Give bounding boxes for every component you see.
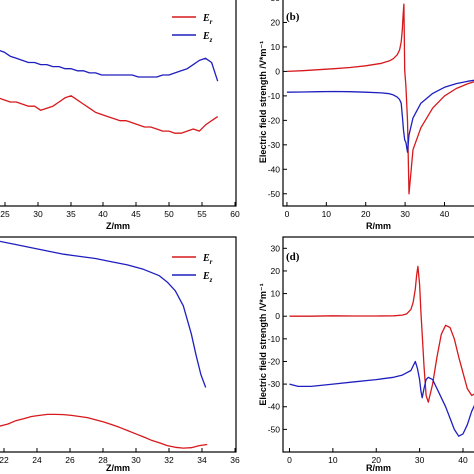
ez-series-line	[0, 240, 207, 388]
legend-entry: Er	[202, 253, 213, 266]
ez-series-line	[286, 79, 474, 153]
y-tick-label: 20	[271, 17, 281, 27]
er-series-line	[286, 3, 474, 195]
ez-series-line	[0, 50, 219, 82]
x-tick-label: 50	[164, 209, 174, 219]
x-tick-label: 20	[372, 455, 382, 465]
panel-label: (d)	[286, 251, 300, 263]
legend-entry: Er	[202, 13, 213, 26]
legend-symbol: E	[202, 31, 210, 42]
x-axis-label: Z/mm	[106, 463, 130, 473]
x-tick-label: 45	[131, 209, 141, 219]
x-tick-label: 30	[33, 209, 43, 219]
y-tick-label: 30	[271, 243, 281, 253]
x-tick-label: 32	[164, 455, 174, 465]
y-tick-label: -10	[268, 334, 281, 344]
x-tick-label: 40	[458, 455, 468, 465]
er-series-line	[0, 95, 219, 134]
plot-frame	[0, 0, 237, 207]
legend-symbol: E	[202, 253, 210, 264]
x-axis-label: R/mm	[366, 463, 391, 473]
legend-subscript: z	[209, 36, 213, 44]
y-axis-label: Electric field strength /V*m⁻¹	[258, 41, 268, 163]
x-tick-label: 20	[361, 209, 371, 219]
y-axis-label: Electric field strength /V*m⁻¹	[258, 283, 268, 405]
x-axis-label: Z/mm	[106, 221, 130, 231]
y-tick-label: -20	[268, 356, 281, 366]
x-tick-label: 30	[131, 455, 141, 465]
x-tick-label: 40	[98, 209, 108, 219]
x-tick-label: 0	[287, 455, 292, 465]
y-tick-label: -40	[268, 164, 281, 174]
y-tick-label: 0	[275, 311, 280, 321]
y-tick-label: -50	[268, 424, 281, 434]
legend-symbol: E	[202, 271, 210, 282]
x-tick-label: 36	[230, 455, 240, 465]
legend-entry: Ez	[202, 31, 213, 44]
y-tick-label: 20	[271, 266, 281, 276]
ez-series-line	[289, 360, 474, 437]
x-tick-label: 55	[197, 209, 207, 219]
y-tick-label: 10	[271, 42, 281, 52]
y-tick-label: -10	[268, 91, 281, 101]
x-tick-label: 0	[285, 209, 290, 219]
series-group	[286, 3, 474, 195]
x-tick-label: 35	[66, 209, 76, 219]
y-tick-label: -30	[268, 140, 281, 150]
x-tick-label: 30	[400, 209, 410, 219]
y-tick-label: 0	[275, 66, 280, 76]
x-axis-label: R/mm	[366, 221, 391, 231]
x-tick-label: 25	[0, 209, 10, 219]
y-tick-label: -50	[268, 189, 281, 199]
panel-d: 0 10 20 30 40 30 20 10 0 -10 -20 -30 -40 -50 R/mm Elect…	[258, 236, 474, 473]
x-tick-label: 28	[98, 455, 108, 465]
x-tick-label: 26	[65, 455, 75, 465]
series-group	[0, 50, 219, 134]
x-tick-label: 34	[197, 455, 207, 465]
y-tick-label: -30	[268, 379, 281, 389]
panel-b: 0 10 20 30 40 30 20 10 0 -10 -20 -30 -40 -50 R/mm Elect…	[258, 0, 474, 231]
series-group	[0, 240, 208, 449]
er-series-line	[289, 265, 474, 403]
legend-entry: Ez	[202, 271, 213, 284]
legend-symbol: E	[202, 13, 210, 24]
x-tick-label: 40	[440, 209, 450, 219]
x-tick-label: 10	[322, 209, 332, 219]
panel-label: (b)	[286, 11, 300, 23]
legend-subscript: r	[210, 18, 213, 26]
series-group	[289, 265, 474, 437]
x-tick-label: 60	[230, 209, 240, 219]
x-tick-label: 10	[328, 455, 338, 465]
y-tick-label: 10	[271, 289, 281, 299]
plot-frame	[282, 0, 474, 207]
y-tick-label: -20	[268, 115, 281, 125]
plot-frame	[0, 236, 237, 453]
legend-subscript: r	[210, 258, 213, 266]
plot-frame	[282, 236, 474, 453]
legend-subscript: z	[209, 276, 213, 284]
x-tick-label: 30	[415, 455, 425, 465]
x-tick-label: 22	[0, 455, 9, 465]
y-tick-label: 30	[271, 0, 281, 3]
x-tick-label: 24	[32, 455, 42, 465]
er-series-line	[0, 413, 208, 449]
y-tick-label: -40	[268, 402, 281, 412]
